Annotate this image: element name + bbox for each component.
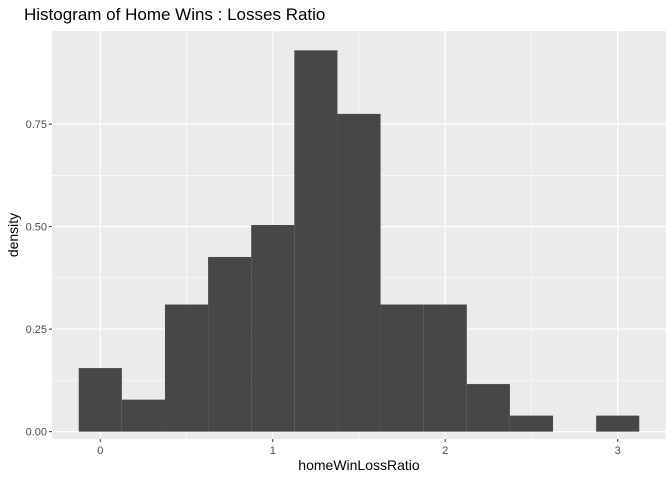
histogram-bar — [294, 50, 338, 432]
histogram-bar — [208, 256, 252, 432]
y-tick-label: 0.25 — [26, 324, 47, 336]
x-tick-label: 2 — [442, 445, 448, 457]
chart-title: Histogram of Home Wins : Losses Ratio — [24, 5, 325, 24]
histogram-bar — [251, 224, 295, 432]
histogram-bar — [423, 304, 467, 432]
histogram-bar — [509, 415, 554, 432]
x-tick-label: 0 — [97, 445, 103, 457]
y-tick-label: 0.75 — [26, 119, 47, 131]
histogram-bar — [121, 399, 165, 432]
y-tick-label: 0.50 — [26, 222, 47, 234]
x-axis-title: homeWinLossRatio — [298, 457, 420, 473]
y-axis: 0.00 0.25 0.50 0.75 — [26, 119, 52, 439]
histogram-bar — [337, 113, 381, 432]
histogram-bar — [78, 368, 122, 432]
histogram-bar — [466, 384, 510, 432]
y-tick-label: 0.00 — [26, 427, 47, 439]
histogram-bar — [380, 304, 424, 432]
histogram-bar — [164, 304, 209, 432]
y-axis-title: density — [5, 213, 21, 257]
x-tick-label: 1 — [270, 445, 276, 457]
x-tick-label: 3 — [615, 445, 621, 457]
histogram-bar — [596, 415, 640, 432]
x-axis: 0 1 2 3 — [97, 439, 621, 457]
histogram-bars — [78, 50, 640, 432]
